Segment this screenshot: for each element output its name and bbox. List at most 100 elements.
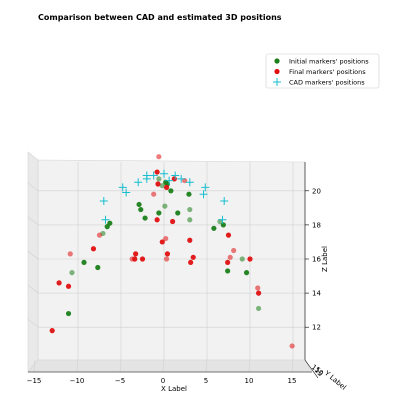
final-marker [225,259,231,266]
floor-gridline [33,359,36,373]
cad-marker [160,169,168,178]
initial-marker [220,222,226,228]
initial-marker [225,268,231,274]
legend-label: Final markers' positions [289,68,366,76]
initial-marker [142,215,148,221]
initial-marker [243,270,250,276]
final-marker [163,256,170,262]
floor-gridline [162,359,165,373]
initial-marker [175,210,181,216]
final-marker [154,217,160,223]
grid [27,162,305,373]
initial-marker [95,264,101,271]
x-tick-label: −15 [27,377,42,385]
x-tick-label: −10 [70,377,85,385]
final-marker [151,191,157,197]
z-tick-label: 20 [312,187,321,195]
z-tick-label: 16 [312,256,321,264]
side-gridline [27,284,39,294]
final-marker [56,280,62,286]
y-axis-label: Y Label [322,369,347,392]
final-marker [163,184,170,190]
x-ticks: −15 −10 −5 0 5 10 15 [27,377,297,385]
cad-marker [165,176,174,185]
x-tick-label: −5 [115,377,125,385]
final-marker [164,251,171,257]
initial-marker [159,183,165,189]
floor-pane [27,359,313,373]
final-marker [255,285,261,291]
series-1 [49,154,295,349]
z-tick-label: 18 [312,221,321,229]
initial-marker [239,256,245,262]
legend-label: Initial markers' positions [289,57,369,65]
y-axis-line [304,359,319,379]
final-marker [247,256,253,262]
x-tick-label: 5 [204,377,208,385]
chart-title: Comparison between CAD and estimated 3D … [38,13,282,22]
initial-marker [168,188,174,194]
cad-marker [99,197,108,206]
cad-marker [177,174,186,183]
y-tick-label: 5 [316,369,324,378]
initial-marker [187,217,193,223]
initial-marker [162,203,168,209]
cad-marker [218,215,227,224]
final-marker [90,246,97,252]
final-marker [256,290,262,296]
final-marker [154,169,160,175]
final-marker [289,343,295,349]
final-marker [188,259,194,266]
floor-gridline [248,359,251,373]
final-marker [170,218,176,225]
final-marker [227,254,233,260]
final-marker [96,232,103,238]
y-tick-label: 10 [313,366,325,378]
initial-marker [156,210,162,216]
side-gridline [27,216,39,226]
final-marker [231,247,237,254]
final-marker [225,232,232,238]
initial-marker [65,310,72,317]
z-ticks: 12 14 16 18 20 [305,187,321,332]
cad-marker [201,183,210,192]
cad-marker [185,178,194,187]
legend: Initial markers' positions Final markers'… [265,53,380,89]
floor-gridline [291,359,294,373]
legend-marker [274,58,280,64]
x-tick-label: 0 [161,377,165,385]
cad-marker [118,183,127,192]
series-2 [99,169,229,224]
final-marker [155,181,161,187]
initial-marker [211,225,217,231]
initial-marker [138,206,144,213]
cad-marker [199,190,208,199]
side-gridline [27,318,39,328]
final-marker [163,235,169,242]
cad-marker [101,215,110,224]
final-marker [139,256,146,262]
z-axis-label: Z Label [321,246,329,272]
z-tick-label: 14 [312,290,321,298]
initial-marker [69,270,75,276]
side-gridline [27,182,39,192]
initial-marker [81,259,87,266]
x-tick-label: 10 [245,377,254,385]
z-tick-label: 12 [312,324,321,332]
legend-label: CAD markers' positions [289,78,365,86]
cad-marker [149,171,158,180]
final-marker [133,251,139,257]
final-marker [159,239,165,245]
initial-marker [186,191,192,197]
initial-marker [136,201,142,208]
legend-marker-cad [273,78,281,86]
data-points [49,154,295,349]
left-pane [27,151,39,373]
final-marker [65,283,72,289]
final-marker [187,237,193,243]
initial-marker [156,176,162,182]
cad-marker [171,171,180,180]
